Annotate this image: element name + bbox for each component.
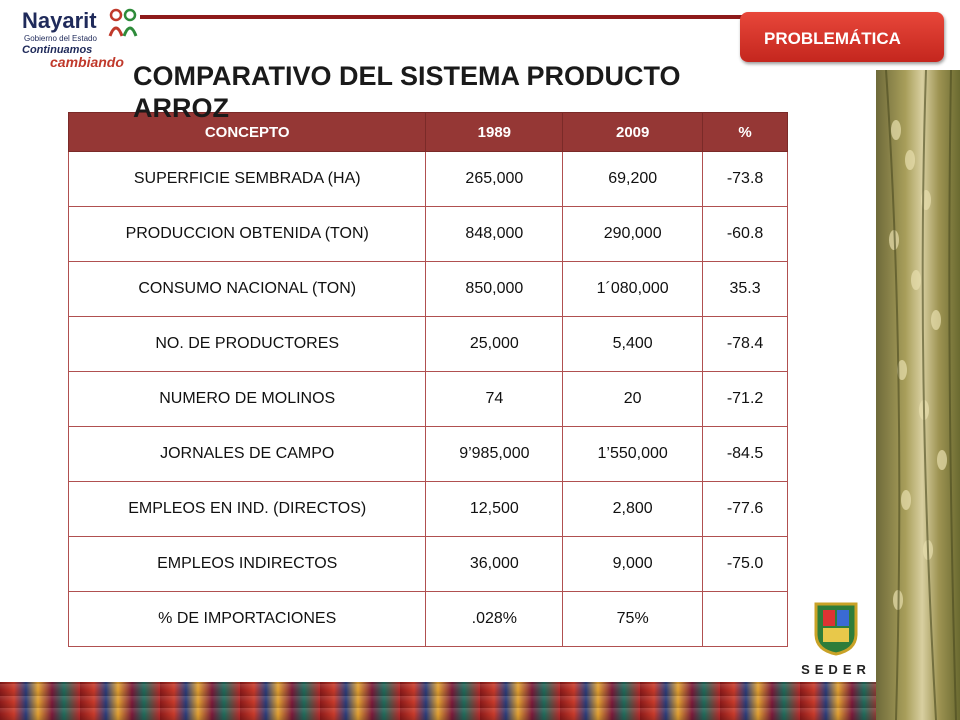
cell-1989: 12,500 — [425, 481, 564, 537]
logo-subtitle: Gobierno del Estado — [24, 34, 97, 43]
cell-percent: -84.5 — [702, 426, 788, 482]
cell-1989: 36,000 — [425, 536, 564, 592]
cell-concepto: SUPERFICIE SEMBRADA (HA) — [67, 151, 427, 207]
logo-slogan-1: Continuamos — [22, 44, 93, 56]
cell-1989: 850,000 — [425, 261, 564, 317]
nayarit-logo: Nayarit Gobierno del Estado Continuamos … — [10, 6, 140, 70]
cell-concepto: NUMERO DE MOLINOS — [67, 371, 427, 427]
table-row: % DE IMPORTACIONES .028% 75% — [67, 591, 788, 647]
comparison-table: CONCEPTO 1989 2009 % SUPERFICIE SEMBRADA… — [67, 112, 788, 647]
cell-1989: 848,000 — [425, 206, 564, 262]
cell-1989: 25,000 — [425, 316, 564, 372]
cell-concepto: CONSUMO NACIONAL (TON) — [67, 261, 427, 317]
cell-concepto: EMPLEOS INDIRECTOS — [67, 536, 427, 592]
cell-2009: 1’550,000 — [562, 426, 704, 482]
table-row: SUPERFICIE SEMBRADA (HA) 265,000 69,200 … — [67, 151, 788, 207]
cell-2009: 20 — [562, 371, 704, 427]
cell-concepto: NO. DE PRODUCTORES — [67, 316, 427, 372]
cell-concepto: PRODUCCION OBTENIDA (TON) — [67, 206, 427, 262]
cell-2009: 1´080,000 — [562, 261, 704, 317]
cell-percent — [702, 591, 788, 647]
cell-2009: 9,000 — [562, 536, 704, 592]
header-percent: % — [702, 112, 788, 152]
cell-2009: 290,000 — [562, 206, 704, 262]
table-row: JORNALES DE CAMPO 9’985,000 1’550,000 -8… — [67, 426, 788, 482]
cell-2009: 5,400 — [562, 316, 704, 372]
cell-percent: -77.6 — [702, 481, 788, 537]
table-row: NO. DE PRODUCTORES 25,000 5,400 -78.4 — [67, 316, 788, 372]
cell-percent: -60.8 — [702, 206, 788, 262]
cell-percent: -75.0 — [702, 536, 788, 592]
header-concepto: CONCEPTO — [67, 112, 427, 152]
people-icon — [108, 8, 138, 37]
section-badge: PROBLEMÁTICA — [740, 12, 944, 62]
table-row: EMPLEOS EN IND. (DIRECTOS) 12,500 2,800 … — [67, 481, 788, 537]
logo-slogan-2: cambiando — [50, 54, 124, 70]
cell-1989: .028% — [425, 591, 564, 647]
section-badge-label: PROBLEMÁTICA — [764, 29, 901, 48]
seder-logo: SEDER — [796, 600, 876, 686]
cell-2009: 75% — [562, 591, 704, 647]
table-row: PRODUCCION OBTENIDA (TON) 848,000 290,00… — [67, 206, 788, 262]
page-title: COMPARATIVO DEL SISTEMA PRODUCTO ARROZ — [133, 61, 681, 123]
header-divider — [140, 15, 760, 19]
cell-percent: -78.4 — [702, 316, 788, 372]
table-header-row: CONCEPTO 1989 2009 % — [67, 112, 788, 152]
logo-name: Nayarit — [22, 8, 97, 33]
coat-of-arms-icon — [814, 602, 858, 656]
cell-1989: 9’985,000 — [425, 426, 564, 482]
seder-label: SEDER — [801, 662, 871, 677]
table-row: NUMERO DE MOLINOS 74 20 -71.2 — [67, 371, 788, 427]
cell-concepto: JORNALES DE CAMPO — [67, 426, 427, 482]
decorative-bottom-border — [0, 682, 876, 720]
cell-2009: 69,200 — [562, 151, 704, 207]
cell-percent: -71.2 — [702, 371, 788, 427]
cell-concepto: EMPLEOS EN IND. (DIRECTOS) — [67, 481, 427, 537]
cell-2009: 2,800 — [562, 481, 704, 537]
rice-plant-image — [876, 70, 960, 720]
cell-1989: 74 — [425, 371, 564, 427]
table-row: EMPLEOS INDIRECTOS 36,000 9,000 -75.0 — [67, 536, 788, 592]
cell-concepto: % DE IMPORTACIONES — [67, 591, 427, 647]
cell-1989: 265,000 — [425, 151, 564, 207]
cell-percent: 35.3 — [702, 261, 788, 317]
cell-percent: -73.8 — [702, 151, 788, 207]
table-row: CONSUMO NACIONAL (TON) 850,000 1´080,000… — [67, 261, 788, 317]
